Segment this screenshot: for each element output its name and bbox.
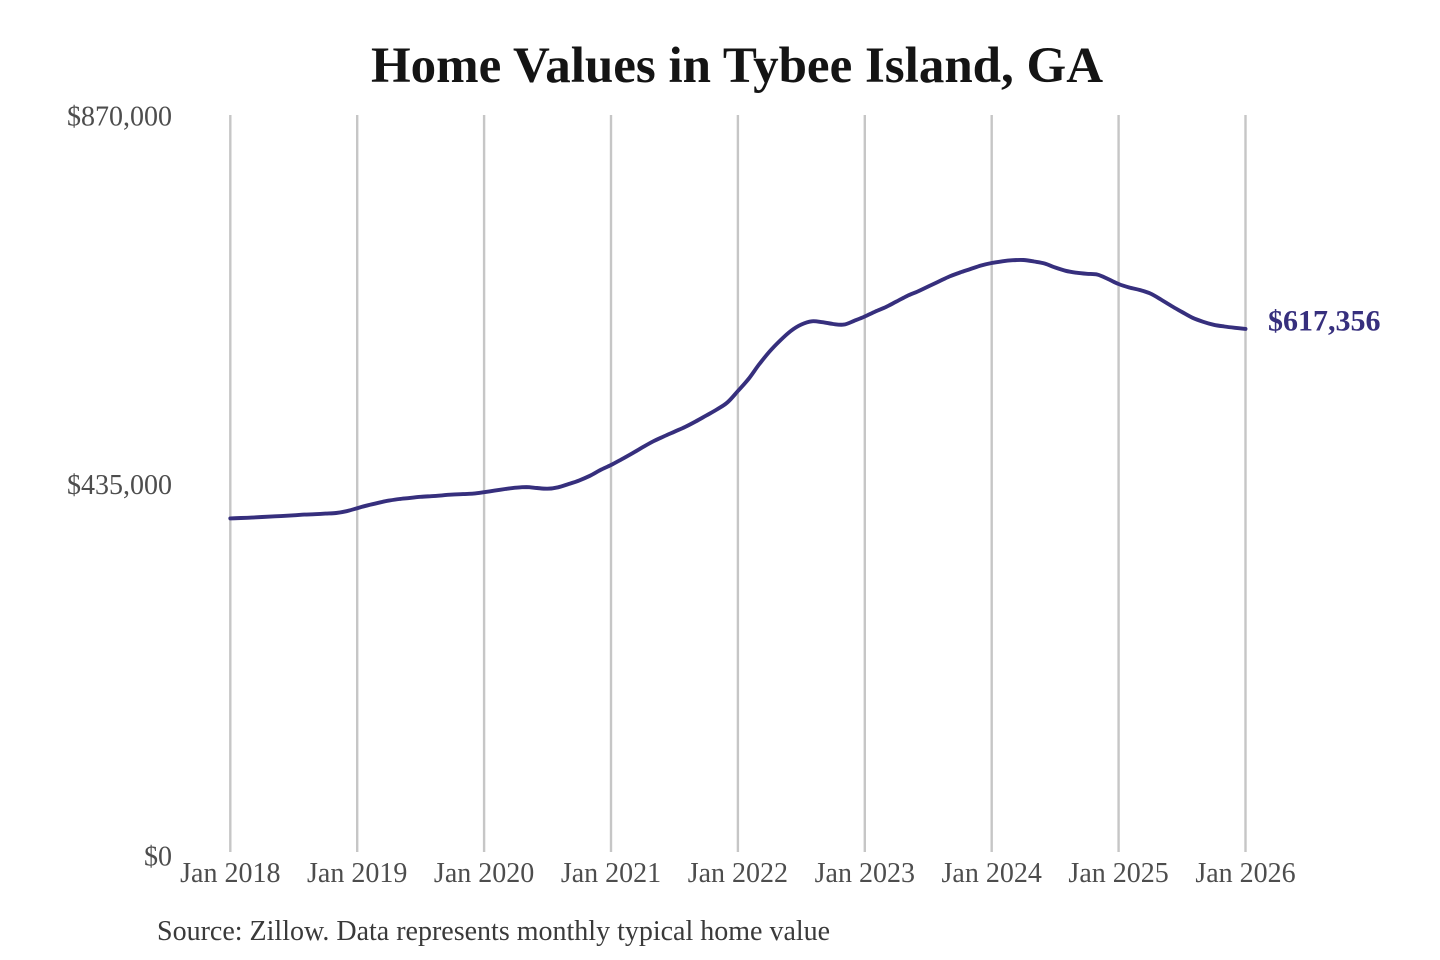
- svg-text:Jan 2025: Jan 2025: [1068, 858, 1168, 889]
- svg-text:$617,356: $617,356: [1268, 305, 1381, 338]
- svg-text:Jan 2019: Jan 2019: [307, 858, 407, 889]
- svg-text:Jan 2018: Jan 2018: [180, 858, 280, 889]
- svg-text:Jan 2024: Jan 2024: [942, 858, 1042, 889]
- svg-text:$435,000: $435,000: [67, 470, 172, 501]
- svg-text:Jan 2026: Jan 2026: [1195, 858, 1295, 889]
- svg-text:Source: Zillow. Data represent: Source: Zillow. Data represents monthly …: [157, 916, 830, 947]
- svg-text:Jan 2020: Jan 2020: [434, 858, 534, 889]
- svg-text:Jan 2022: Jan 2022: [688, 858, 788, 889]
- svg-text:$870,000: $870,000: [67, 102, 172, 133]
- svg-text:Home Values in Tybee Island, G: Home Values in Tybee Island, GA: [371, 38, 1103, 94]
- svg-text:Jan 2021: Jan 2021: [561, 858, 661, 889]
- svg-text:Jan 2023: Jan 2023: [815, 858, 915, 889]
- svg-text:$0: $0: [144, 842, 172, 873]
